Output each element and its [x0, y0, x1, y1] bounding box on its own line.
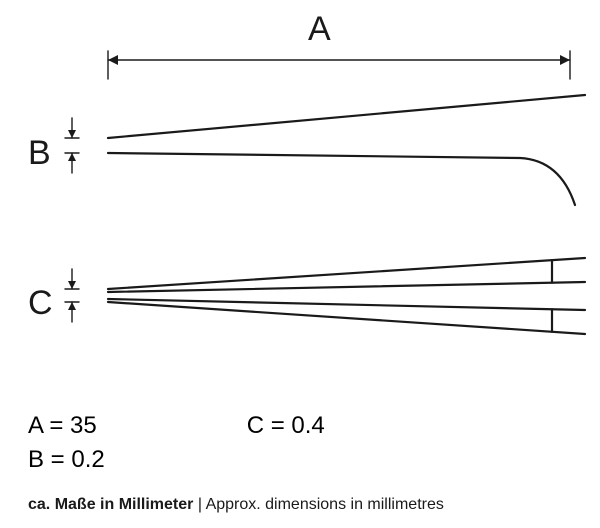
caption-sep: |: [193, 496, 205, 513]
caption: ca. Maße in Millimeter | Approx. dimensi…: [28, 496, 444, 514]
technical-diagram: A B C A = 35 C = 0.4 B = 0.2 ca. Maße in…: [0, 0, 600, 528]
value-A: A = 35: [28, 412, 97, 440]
caption-de: ca. Maße in Millimeter: [28, 496, 193, 513]
label-C: C: [28, 284, 53, 323]
label-B: B: [28, 134, 51, 173]
label-A: A: [308, 10, 331, 49]
caption-en: Approx. dimensions in millimetres: [206, 496, 444, 513]
dimension-values: A = 35 C = 0.4 B = 0.2: [28, 412, 568, 480]
value-B: B = 0.2: [28, 446, 105, 474]
value-C: C = 0.4: [247, 412, 325, 440]
